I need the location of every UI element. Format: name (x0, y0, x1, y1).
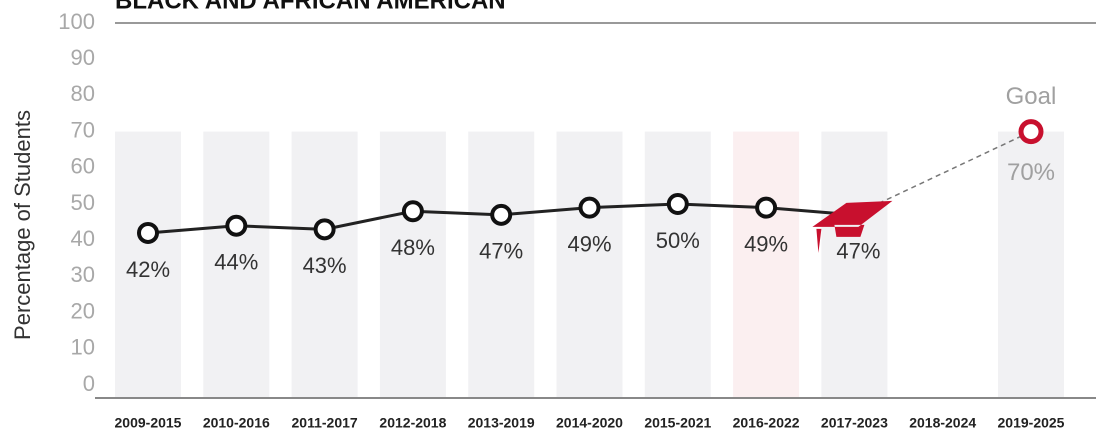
band (203, 131, 270, 398)
point (401, 200, 424, 223)
y-tick-label: 40 (71, 226, 95, 251)
y-tick-label: 30 (71, 262, 95, 287)
x-tick-label: 2017-2023 (821, 415, 888, 431)
point (490, 203, 513, 226)
y-axis-label: Percentage of Students (10, 110, 35, 340)
x-tick-label: 2011-2017 (292, 415, 358, 431)
value-label: 50% (656, 228, 700, 253)
value-label: 49% (744, 231, 788, 256)
y-tick-label: 60 (71, 154, 95, 179)
y-tick-label: 50 (71, 190, 95, 215)
x-tick-label: 2012-2018 (379, 415, 446, 431)
point (313, 218, 336, 241)
value-label: 44% (214, 250, 258, 275)
band (644, 131, 711, 398)
x-tick-label: 2019-2025 (998, 415, 1065, 431)
value-label: 49% (567, 231, 611, 256)
y-tick-label: 20 (71, 298, 95, 323)
x-tick-label: 2015-2021 (644, 415, 711, 431)
x-tick-label: 2010-2016 (203, 415, 270, 431)
x-tick-label: 2018-2024 (909, 415, 976, 431)
band (115, 131, 181, 398)
bands (115, 131, 1064, 398)
value-label: 43% (303, 253, 347, 278)
value-label: 47% (479, 239, 523, 264)
y-tick-label: 10 (71, 335, 95, 360)
x-tick-label: 2014-2020 (556, 415, 623, 431)
value-label: 47% (836, 239, 880, 264)
x-tick-label: 2013-2019 (468, 415, 535, 431)
point (578, 196, 601, 219)
y-tick-label: 100 (58, 9, 95, 34)
band (556, 131, 623, 398)
point (666, 193, 689, 215)
y-tick-label: 0 (83, 371, 95, 396)
y-tick-label: 80 (71, 81, 95, 106)
value-label: 70% (1007, 159, 1055, 186)
x-tick-label: 2016-2022 (733, 415, 800, 431)
band (733, 131, 800, 398)
band (998, 131, 1064, 398)
band (821, 131, 888, 398)
point (812, 200, 893, 253)
band (291, 131, 358, 398)
point (225, 214, 248, 237)
value-label: 42% (126, 257, 170, 282)
value-label: 48% (391, 235, 435, 260)
y-tick-label: 70 (71, 117, 95, 142)
chart-title: BLACK AND AFRICAN AMERICAN (115, 0, 506, 14)
band (379, 131, 446, 398)
point (755, 196, 778, 219)
point (137, 221, 159, 244)
marks: 42% 44% 43% 48% 47% 49% 50% 49% 47% Goal 70% (126, 83, 1056, 282)
goal-label: Goal (1006, 83, 1057, 110)
x-tick-label: 2009-2015 (115, 415, 182, 431)
goal-point (1018, 119, 1044, 145)
band (468, 131, 535, 398)
y-tick-label: 90 (71, 45, 95, 70)
goal-connector (854, 130, 1032, 216)
